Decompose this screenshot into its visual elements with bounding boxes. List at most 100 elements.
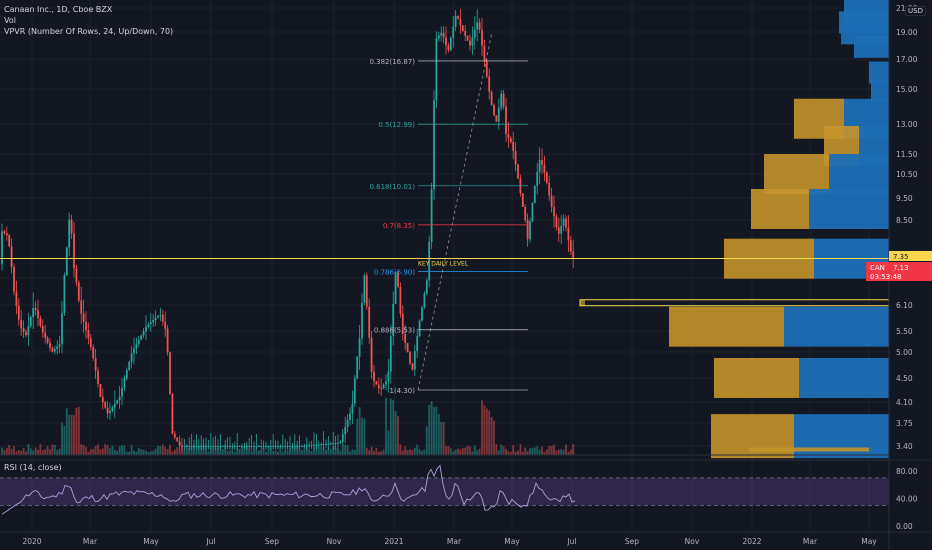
candle-body: [545, 172, 548, 183]
candle-body: [281, 446, 284, 447]
volume-bar: [29, 448, 32, 455]
candle-body: [284, 446, 287, 447]
volume-bar: [298, 448, 301, 455]
volume-bar: [406, 450, 409, 455]
candle-body: [49, 342, 51, 348]
candle-body: [440, 32, 443, 36]
candle-body: [392, 303, 395, 337]
vpvr-up-bar: [751, 189, 809, 229]
volume-bar: [526, 451, 529, 455]
candle-body: [212, 446, 215, 447]
candle-body: [255, 446, 258, 447]
volume-bar: [377, 451, 380, 455]
candle-body: [73, 233, 75, 269]
legend-vpvr[interactable]: VPVR (Number Of Rows, 24, Up/Down, 70): [4, 27, 174, 36]
candle-body: [430, 189, 433, 242]
candle-body: [550, 195, 553, 208]
volume-bar: [61, 422, 63, 455]
price-tag-label: CAN: [870, 264, 885, 272]
volume-bar: [229, 450, 231, 455]
candle-body: [44, 332, 47, 338]
candle-body: [231, 446, 234, 447]
candle-body: [224, 446, 227, 447]
candle-body: [277, 446, 279, 447]
candle-body: [308, 445, 311, 447]
candle-body: [51, 347, 54, 352]
candle-body: [41, 325, 44, 333]
volume-bar: [147, 451, 150, 455]
legend-volume[interactable]: Vol: [4, 16, 16, 25]
candle-body: [161, 314, 164, 322]
fib-trend-line: [417, 31, 493, 391]
volume-bar: [190, 446, 193, 455]
candle-body: [87, 330, 90, 339]
volume-bar: [536, 446, 539, 455]
price-tag-bg: [866, 271, 932, 281]
volume-bar: [70, 414, 73, 455]
candle-body: [293, 446, 296, 447]
candlesticks: [1, 8, 575, 450]
volume-bar: [188, 448, 191, 455]
candle-body: [94, 358, 97, 371]
volume-bar: [15, 451, 18, 455]
volume-bar: [466, 445, 469, 455]
volume-bar: [550, 445, 553, 455]
candle-body: [356, 356, 359, 379]
volume-bar: [281, 451, 284, 455]
candle-body: [385, 381, 387, 385]
candle-body: [397, 272, 399, 287]
volume-bar: [524, 447, 527, 455]
candle-body: [351, 403, 354, 414]
volume-bar: [394, 411, 397, 455]
volume-bar: [543, 451, 546, 455]
candle-body: [533, 186, 536, 204]
candle-body: [61, 312, 63, 345]
candle-body: [344, 427, 347, 435]
zone-box-tag: [580, 299, 585, 306]
fib-label: 0.7(8.35): [383, 222, 415, 230]
volume-bar: [404, 446, 407, 455]
time-tick-label: 2020: [22, 537, 41, 546]
grid-lines: [0, 0, 889, 532]
volume-bar: [214, 445, 217, 455]
time-tick-label: Nov: [327, 537, 342, 546]
candle-body: [5, 233, 8, 236]
volume-bar: [370, 446, 373, 455]
candle-body: [310, 445, 313, 447]
volume-bar: [481, 400, 483, 455]
candle-body: [97, 370, 99, 384]
candle-body: [209, 446, 212, 447]
candle-body: [250, 446, 253, 447]
volume-bar: [457, 448, 459, 455]
price-tick-label: 8.50: [896, 216, 913, 225]
volume-bar: [149, 451, 152, 455]
price-tag-bg: [866, 262, 889, 272]
candle-body: [476, 22, 479, 30]
legend-symbol[interactable]: Canaan Inc., 1D, Cboe BZX: [4, 5, 113, 14]
volume-bar: [106, 445, 109, 455]
volume-bar: [238, 448, 241, 455]
candle-body: [27, 326, 30, 336]
currency-label[interactable]: USD: [905, 6, 926, 16]
volume-bar: [473, 445, 476, 455]
candle-body: [65, 247, 68, 276]
candle-body: [157, 315, 159, 318]
candle-body: [82, 313, 85, 322]
volume-bar: [13, 445, 15, 455]
time-tick-label: Nov: [685, 537, 700, 546]
candle-body: [466, 35, 469, 41]
volume-bar: [125, 451, 128, 455]
volume-bar: [545, 449, 548, 455]
time-tick-label: 2021: [384, 537, 403, 546]
volume-bar: [166, 449, 169, 455]
candle-body: [401, 313, 404, 335]
volume-bar: [236, 447, 239, 455]
volume-bar: [154, 448, 157, 455]
volume-bar: [322, 447, 325, 455]
vpvr-up-bar: [711, 414, 794, 459]
volume-bar: [233, 451, 236, 455]
volume-bar: [221, 449, 224, 455]
rsi-legend[interactable]: RSI (14, close): [4, 463, 62, 472]
candle-body: [245, 446, 248, 447]
